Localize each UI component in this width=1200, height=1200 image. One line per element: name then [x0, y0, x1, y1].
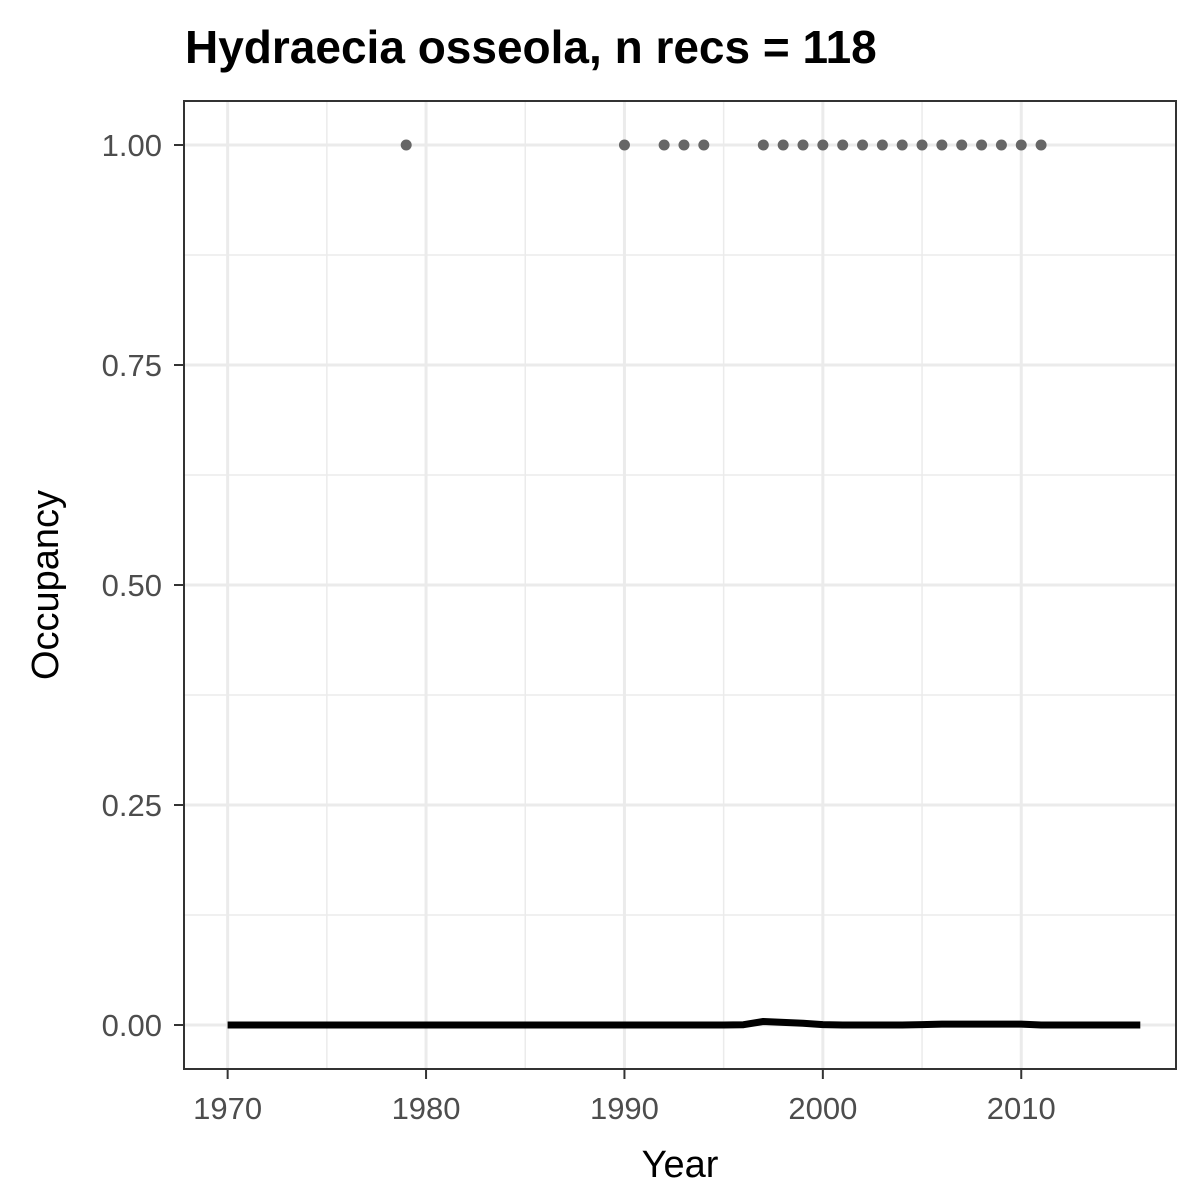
y-tick-label: 0.50 [102, 568, 162, 603]
x-tick-label: 1990 [590, 1091, 659, 1126]
record-point [698, 139, 710, 151]
record-point [876, 139, 888, 151]
x-tick-label: 2000 [788, 1091, 857, 1126]
record-point [618, 139, 630, 151]
record-point [797, 139, 809, 151]
record-point [658, 139, 670, 151]
occupancy-line-layer [227, 1018, 1141, 1029]
record-point [817, 139, 829, 151]
record-point [896, 139, 908, 151]
record-point [1035, 139, 1047, 151]
y-tick-label: 1.00 [102, 128, 162, 163]
record-point [916, 139, 928, 151]
record-point [757, 139, 769, 151]
record-point [837, 139, 849, 151]
x-tick-label: 1980 [392, 1091, 461, 1126]
y-axis-title: Occupancy [25, 490, 67, 680]
x-axis: 1970 1980 1990 2000 2010 [193, 1069, 1056, 1126]
record-point [777, 139, 789, 151]
record-point [400, 139, 412, 151]
record-point [936, 139, 948, 151]
chart-title: Hydraecia osseola, n recs = 118 [185, 21, 877, 73]
x-axis-title: Year [642, 1144, 719, 1186]
record-point [678, 139, 690, 151]
record-point [976, 139, 988, 151]
y-axis: 0.00 0.25 0.50 0.75 1.00 [102, 128, 184, 1043]
y-tick-label: 0.25 [102, 788, 162, 823]
occupancy-line [227, 1018, 1141, 1029]
grid-major [184, 101, 1176, 1069]
record-point [956, 139, 968, 151]
record-point [995, 139, 1007, 151]
y-tick-label: 0.75 [102, 348, 162, 383]
y-tick-label: 0.00 [102, 1008, 162, 1043]
record-point [857, 139, 869, 151]
x-tick-label: 2010 [987, 1091, 1056, 1126]
record-points-layer [400, 139, 1047, 151]
x-tick-label: 1970 [193, 1091, 262, 1126]
record-point [1015, 139, 1027, 151]
